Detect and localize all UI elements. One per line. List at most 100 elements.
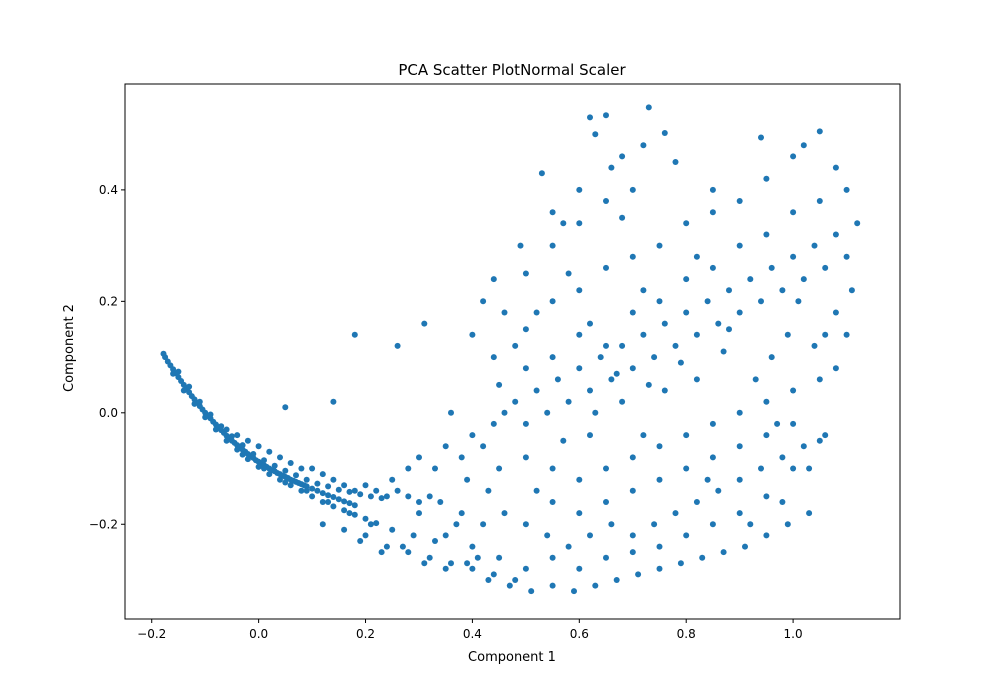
scatter-point (843, 331, 850, 338)
scatter-point (282, 479, 289, 486)
scatter-point (549, 354, 556, 361)
scatter-point (266, 448, 273, 455)
scatter-point (341, 482, 348, 489)
scatter-point (672, 510, 679, 517)
scatter-point (490, 354, 497, 361)
scatter-point (394, 342, 401, 349)
scatter-point (162, 354, 169, 361)
scatter-point (367, 521, 374, 528)
scatter-point (683, 532, 690, 539)
scatter-point (779, 287, 786, 294)
scatter-point (677, 560, 684, 567)
scatter-point (608, 376, 615, 383)
scatter-point (784, 521, 791, 528)
scatter-point (763, 493, 770, 500)
scatter-point (603, 465, 609, 472)
scatter-point (351, 331, 358, 338)
scatter-point (795, 298, 802, 305)
scatter-point (464, 560, 471, 567)
scatter-point (656, 565, 663, 572)
scatter-point (309, 465, 316, 472)
scatter-point (736, 242, 743, 249)
scatter-point (565, 270, 572, 277)
scatter-point (170, 370, 177, 377)
scatter-point (196, 398, 203, 405)
scatter-point (464, 476, 471, 483)
scatter-point (768, 354, 775, 361)
scatter-point (587, 432, 593, 439)
scatter-point (501, 409, 508, 416)
scatter-point (490, 571, 497, 578)
scatter-point (619, 342, 626, 349)
scatter-point (528, 588, 535, 595)
scatter-point (309, 493, 316, 500)
y-axis-label: Component 2 (62, 304, 77, 392)
scatter-point (175, 368, 182, 375)
scatter-point (790, 465, 797, 472)
scatter-point (683, 309, 690, 316)
x-tick-label: 0.0 (249, 627, 268, 641)
scatter-point (699, 554, 706, 561)
scatter-point (693, 499, 700, 505)
scatter-point (736, 309, 743, 316)
scatter-point (715, 320, 722, 327)
scatter-point (843, 186, 850, 193)
scatter-point (341, 526, 348, 533)
scatter-point (806, 510, 813, 517)
scatter-point (779, 499, 786, 505)
scatter-point (469, 543, 476, 550)
scatter-point (485, 487, 492, 494)
scatter-point (522, 521, 529, 528)
scatter-point (763, 432, 770, 439)
scatter-point (421, 320, 428, 327)
scatter-point (565, 398, 572, 405)
scatter-point (244, 456, 251, 463)
scatter-point (763, 175, 770, 182)
scatter-points (160, 104, 861, 595)
scatter-point (549, 582, 556, 589)
scatter-point (763, 398, 770, 405)
scatter-point (683, 220, 690, 227)
scatter-point (726, 287, 732, 294)
scatter-point (266, 471, 273, 478)
scatter-point (613, 370, 620, 377)
scatter-point (822, 432, 829, 439)
scatter-point (335, 486, 342, 493)
chart-title: PCA Scatter PlotNormal Scaler (398, 61, 626, 79)
scatter-point (351, 487, 358, 494)
scatter-point (661, 387, 668, 394)
scatter-point (683, 276, 690, 283)
scatter-point (629, 549, 636, 556)
scatter-point (416, 454, 422, 461)
scatter-point (854, 220, 861, 227)
scatter-point (645, 381, 652, 388)
scatter-point (416, 510, 422, 517)
scatter-point (571, 588, 577, 595)
scatter-point (619, 398, 626, 405)
scatter-point (587, 387, 593, 394)
scatter-point (458, 454, 465, 461)
y-tick-label: 0.4 (99, 183, 118, 197)
scatter-point (330, 476, 337, 483)
scatter-point (378, 549, 385, 556)
scatter-point (576, 186, 583, 193)
scatter-point (822, 264, 829, 271)
scatter-point (469, 432, 476, 439)
scatter-point (768, 264, 775, 271)
scatter-point (383, 543, 390, 550)
scatter-point (458, 510, 465, 517)
scatter-point (790, 253, 797, 260)
scatter-point (640, 432, 647, 439)
scatter-point (319, 499, 326, 505)
scatter-point (442, 532, 449, 539)
scatter-point (587, 320, 593, 327)
scatter-point (244, 437, 251, 444)
scatter-point (357, 491, 364, 498)
scatter-point (790, 387, 797, 394)
scatter-point (736, 476, 743, 483)
scatter-point (709, 454, 716, 461)
scatter-point (656, 242, 663, 249)
scatter-point (800, 443, 807, 450)
scatter-point (522, 454, 529, 461)
y-axis-ticks: −0.2 0.0 0.2 0.4 (89, 183, 125, 531)
